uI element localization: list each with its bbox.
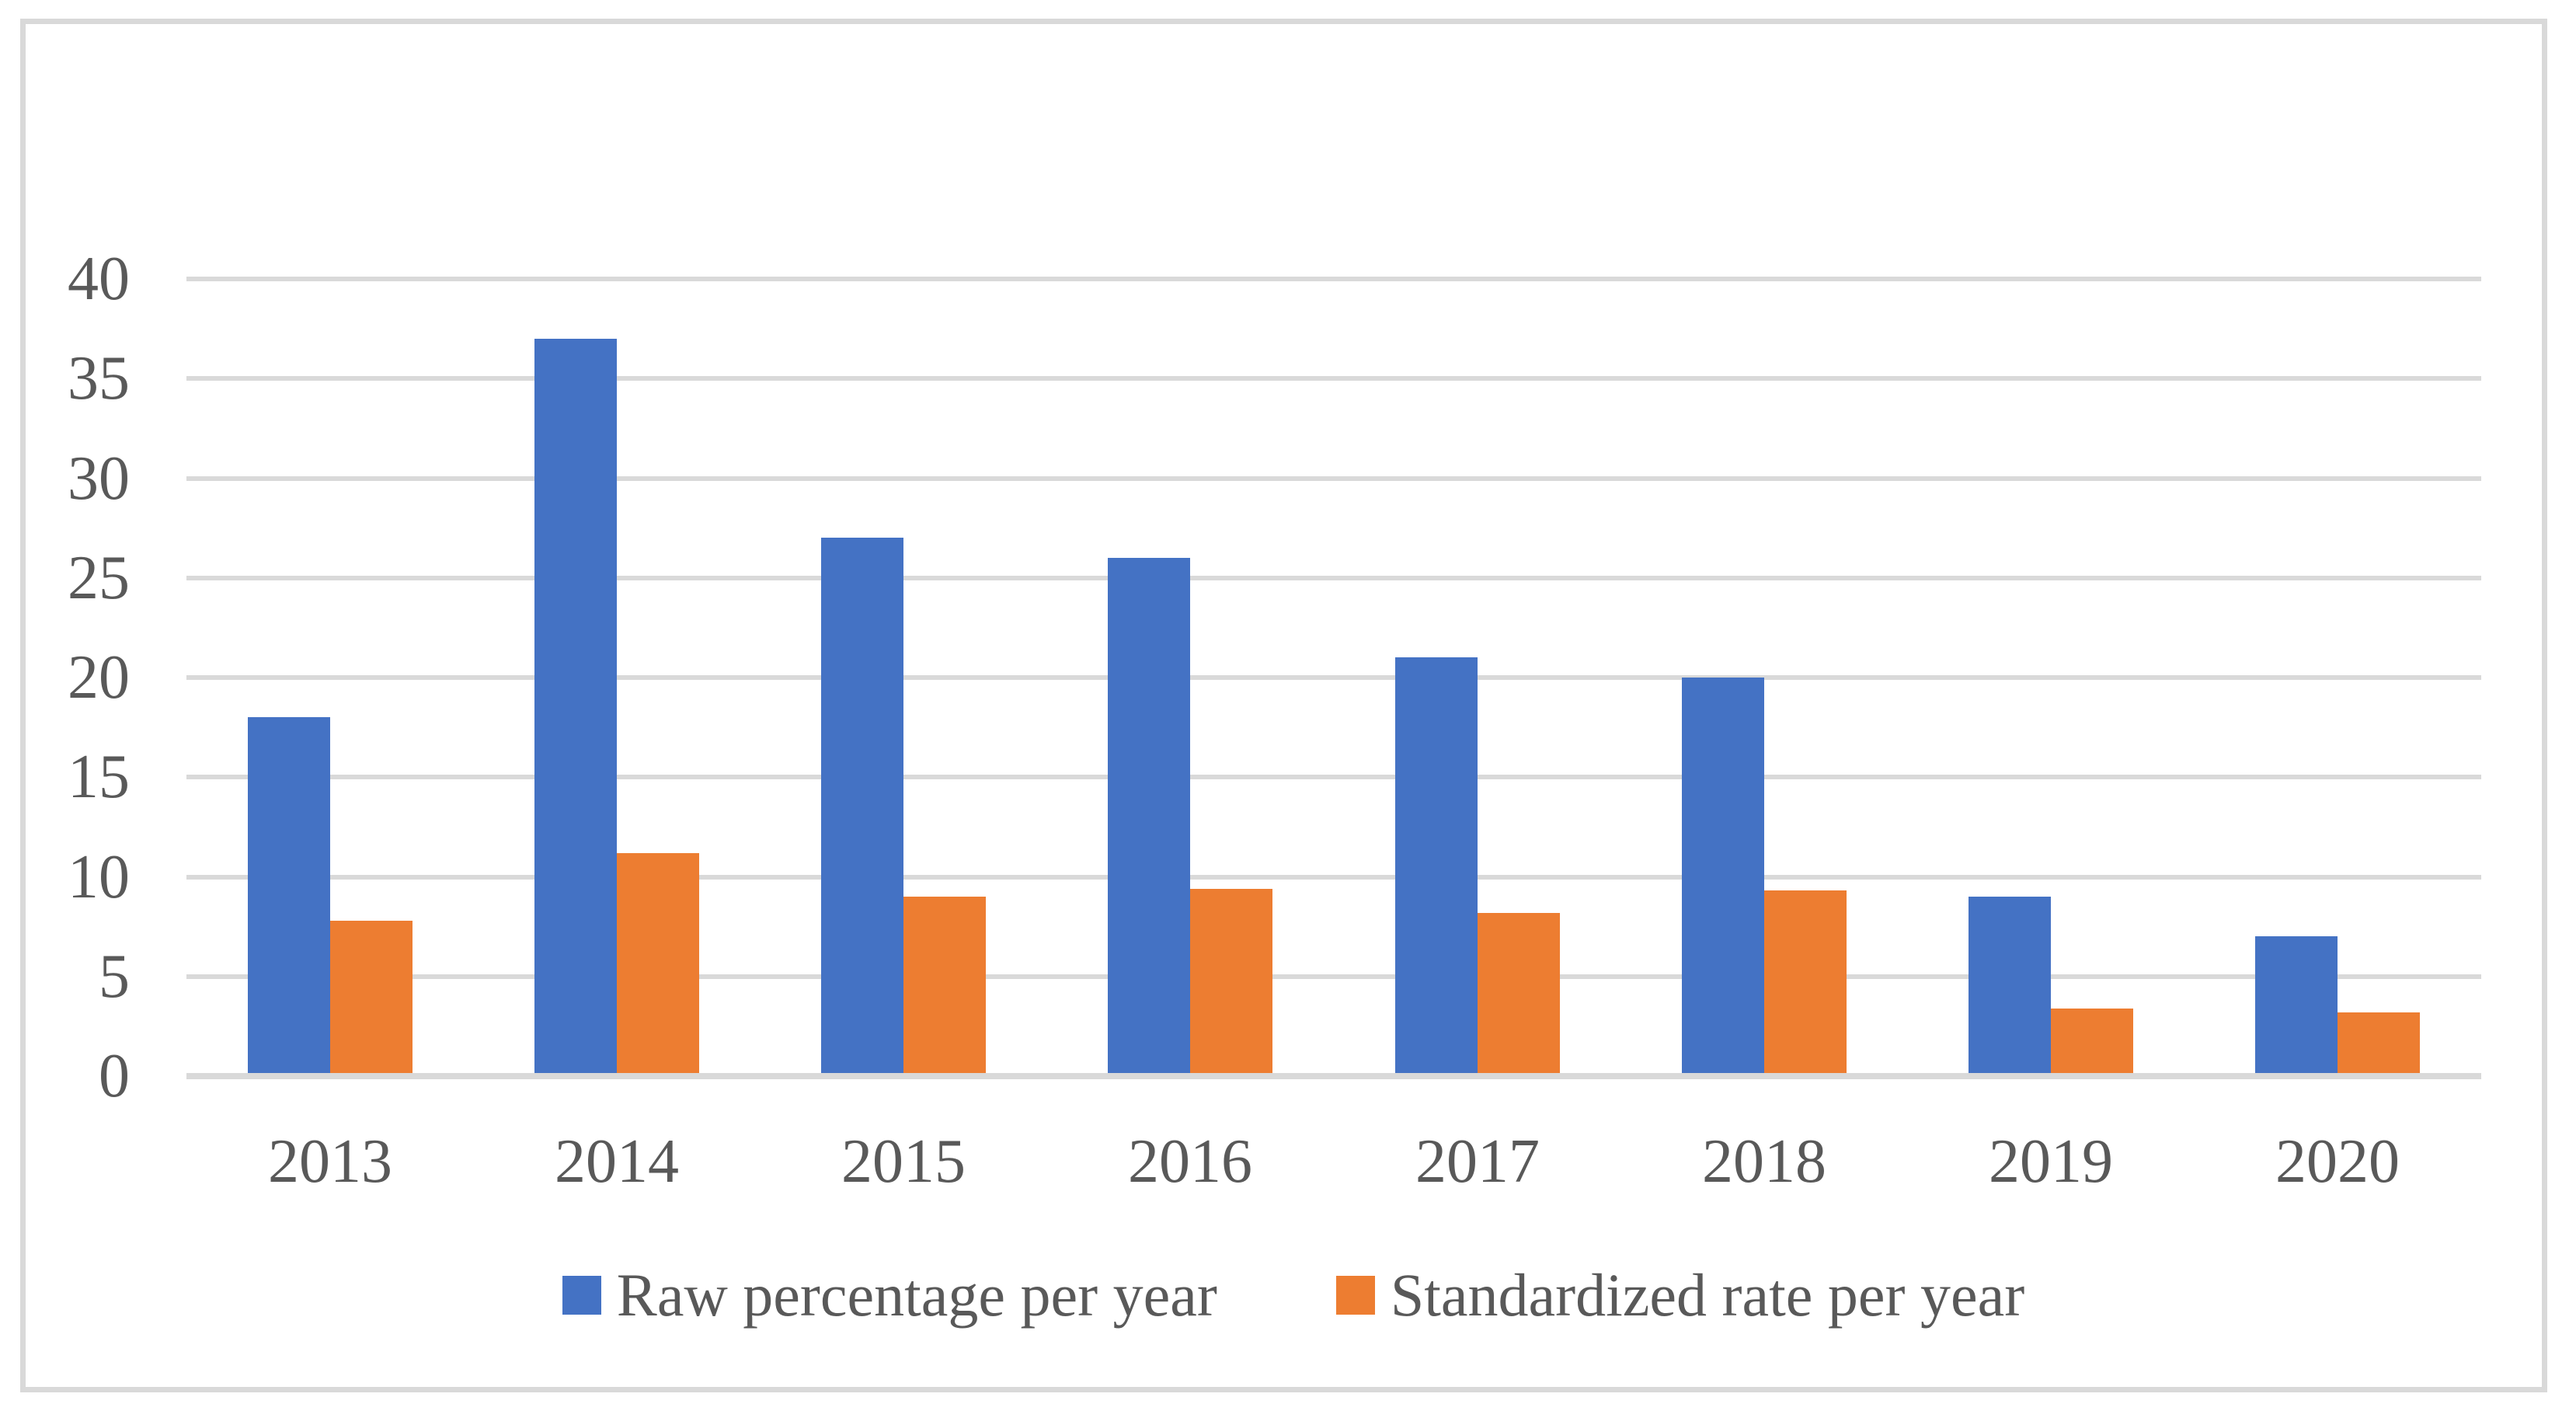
legend-item-standardized: Standardized rate per year [1335,1260,2025,1330]
legend-swatch-standardized-icon [1335,1276,1375,1315]
bar-raw-2019 [1969,897,2051,1076]
bar-standardized-2018 [1764,890,1847,1076]
gridline-25 [186,576,2481,580]
x-axis-label-2013: 2013 [268,1127,392,1196]
legend-label-raw: Raw percentage per year [616,1261,1217,1329]
x-axis-label-2018: 2018 [1702,1127,1826,1196]
bar-standardized-2014 [617,853,699,1076]
bar-standardized-2019 [2051,1009,2133,1076]
x-axis-label-2020: 2020 [2275,1127,2400,1196]
bar-raw-2015 [821,538,903,1076]
y-axis-label-20: 20 [68,643,130,712]
x-axis-label-2016: 2016 [1128,1127,1252,1196]
gridline-5 [186,974,2481,979]
y-axis-label-35: 35 [68,344,130,413]
chart-frame: 0 5 10 15 20 25 30 35 40 2013 2014 2015 2016 2017 201… [20,19,2547,1392]
legend-label-standardized: Standardized rate per year [1390,1261,2025,1329]
x-axis-label-2017: 2017 [1415,1127,1540,1196]
gridline-20 [186,675,2481,680]
gridline-30 [186,476,2481,481]
bar-raw-2018 [1682,678,1764,1076]
x-axis-line [186,1073,2481,1079]
gridline-15 [186,775,2481,779]
y-axis-label-30: 30 [68,444,130,513]
y-axis-label-0: 0 [99,1042,130,1110]
legend-item-raw: Raw percentage per year [562,1260,1217,1330]
x-axis-label-2019: 2019 [1989,1127,2113,1196]
x-axis-label-2015: 2015 [841,1127,966,1196]
gridline-10 [186,875,2481,880]
bar-standardized-2020 [2338,1012,2420,1076]
bar-raw-2016 [1108,558,1190,1076]
bar-standardized-2016 [1190,889,1272,1076]
legend: Raw percentage per year Standardized rate… [5,1255,2576,1336]
y-axis-label-10: 10 [68,843,130,911]
gridline-40 [186,277,2481,281]
bar-raw-2020 [2255,936,2338,1076]
bar-standardized-2017 [1478,913,1560,1076]
y-axis-label-40: 40 [68,245,130,313]
bar-raw-2013 [248,717,330,1076]
legend-swatch-raw-icon [562,1276,601,1315]
bar-standardized-2013 [330,921,413,1076]
y-axis-label-25: 25 [68,544,130,612]
bar-raw-2014 [534,339,617,1076]
bar-raw-2017 [1395,657,1478,1076]
chart-canvas: 0 5 10 15 20 25 30 35 40 2013 2014 2015 2016 2017 201… [5,5,2576,1418]
bar-standardized-2015 [903,897,986,1076]
y-axis-label-5: 5 [99,942,130,1011]
gridline-35 [186,376,2481,381]
y-axis-label-15: 15 [68,743,130,811]
x-axis-label-2014: 2014 [555,1127,679,1196]
